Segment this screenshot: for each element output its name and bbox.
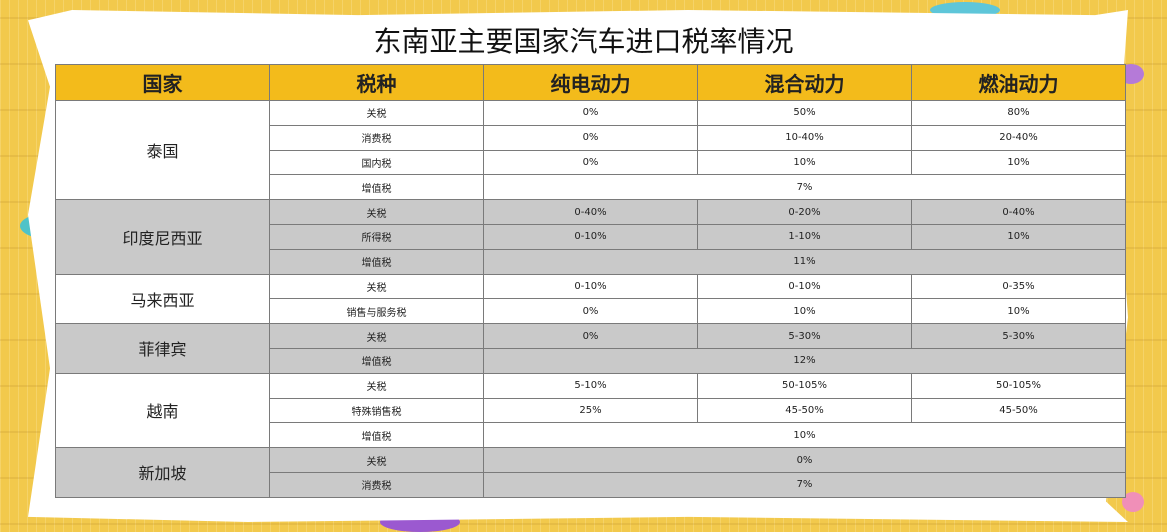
fuel-rate-cell: 45-50% — [911, 397, 1126, 424]
fuel-rate-cell: 10% — [911, 298, 1126, 325]
table-row: 消费税 0% 10-40% 20-40% — [56, 124, 1126, 151]
merged-rate-cell: 7% — [483, 174, 1126, 201]
fuel-rate-cell: 0-35% — [911, 273, 1126, 300]
header-country: 国家 — [55, 64, 270, 101]
hybrid-rate-cell: 1-10% — [697, 223, 912, 250]
merged-rate-cell: 11% — [483, 248, 1126, 275]
ev-rate-cell: 0-40% — [483, 199, 698, 225]
table-row: 越南 关税 5-10% 50-105% 50-105% — [55, 372, 1126, 449]
table-row: 印度尼西亚 关税 0-40% 0-20% 0-40% — [55, 199, 1126, 275]
header-tax-type: 税种 — [269, 64, 484, 101]
table-header-row: 国家 税种 纯电动力 混合动力 燃油动力 — [55, 64, 1126, 101]
header-ev: 纯电动力 — [483, 64, 698, 101]
fuel-rate-cell: 5-30% — [911, 323, 1126, 349]
hybrid-rate-cell: 0-10% — [697, 273, 912, 300]
country-cell: 马来西亚 — [55, 273, 270, 325]
country-cell: 菲律宾 — [55, 323, 270, 374]
table-row: 销售与服务税 0% 10% 10% — [56, 298, 1126, 325]
hybrid-rate-cell: 10-40% — [697, 124, 912, 151]
tax-type-cell: 关税 — [269, 100, 484, 126]
ev-rate-cell: 0% — [483, 149, 698, 176]
table-row: 增值税 7% — [56, 174, 1126, 201]
tax-type-cell: 增值税 — [269, 248, 484, 275]
tax-type-cell: 增值税 — [269, 347, 484, 374]
merged-rate-cell: 10% — [483, 422, 1126, 449]
tax-rate-table: 国家 税种 纯电动力 混合动力 燃油动力 泰国 关税 0% 50% 80% 消费… — [55, 64, 1126, 498]
table-row: 消费税 7% — [56, 471, 1126, 498]
tax-type-cell: 增值税 — [269, 422, 484, 449]
tax-type-cell: 关税 — [269, 447, 484, 473]
country-cell: 越南 — [55, 372, 270, 449]
fuel-rate-cell: 10% — [911, 223, 1126, 250]
country-cell: 泰国 — [55, 99, 270, 201]
tax-type-cell: 关税 — [269, 372, 484, 399]
ev-rate-cell: 0% — [483, 124, 698, 151]
country-cell: 新加坡 — [55, 447, 270, 498]
table-row: 菲律宾 关税 0% 5-30% 5-30% — [55, 323, 1126, 374]
hybrid-rate-cell: 50% — [697, 100, 912, 126]
merged-rate-cell: 7% — [483, 471, 1126, 498]
ev-rate-cell: 25% — [483, 397, 698, 424]
tax-type-cell: 消费税 — [269, 124, 484, 151]
table-body: 泰国 关税 0% 50% 80% 消费税 0% 10-40% 20-40% 国内… — [55, 99, 1126, 498]
fuel-rate-cell: 50-105% — [911, 372, 1126, 399]
hybrid-rate-cell: 10% — [697, 149, 912, 176]
header-fuel: 燃油动力 — [911, 64, 1126, 101]
ev-rate-cell: 0% — [483, 298, 698, 325]
ev-rate-cell: 0% — [483, 323, 698, 349]
ev-rate-cell: 0-10% — [483, 273, 698, 300]
hybrid-rate-cell: 10% — [697, 298, 912, 325]
pink-blob-decoration — [1122, 492, 1144, 512]
tax-type-cell: 消费税 — [269, 471, 484, 498]
hybrid-rate-cell: 50-105% — [697, 372, 912, 399]
ev-rate-cell: 0% — [483, 100, 698, 126]
tax-type-cell: 关税 — [269, 273, 484, 300]
fuel-rate-cell: 80% — [911, 100, 1126, 126]
table-row: 泰国 关税 0% 50% 80% — [55, 99, 1126, 201]
ev-rate-cell: 0-10% — [483, 223, 698, 250]
header-hybrid: 混合动力 — [697, 64, 912, 101]
fuel-rate-cell: 0-40% — [911, 199, 1126, 225]
country-cell: 印度尼西亚 — [55, 199, 270, 275]
tax-type-cell: 增值税 — [269, 174, 484, 201]
table-row: 新加坡 关税 0% — [55, 447, 1126, 498]
tax-type-cell: 所得税 — [269, 223, 484, 250]
table-row: 增值税 10% — [56, 422, 1126, 449]
table-row: 特殊销售税 25% 45-50% 45-50% — [56, 397, 1126, 424]
hybrid-rate-cell: 0-20% — [697, 199, 912, 225]
tax-type-cell: 销售与服务税 — [269, 298, 484, 325]
table-row: 马来西亚 关税 0-10% 0-10% 0-35% — [55, 273, 1126, 325]
tax-type-cell: 国内税 — [269, 149, 484, 176]
ev-rate-cell: 5-10% — [483, 372, 698, 399]
tax-type-cell: 关税 — [269, 199, 484, 225]
tax-type-cell: 关税 — [269, 323, 484, 349]
fuel-rate-cell: 20-40% — [911, 124, 1126, 151]
hybrid-rate-cell: 45-50% — [697, 397, 912, 424]
page-title: 东南亚主要国家汽车进口税率情况 — [373, 25, 794, 58]
tax-type-cell: 特殊销售税 — [269, 397, 484, 424]
merged-rate-cell: 12% — [483, 347, 1126, 374]
merged-rate-cell: 0% — [483, 447, 1126, 473]
fuel-rate-cell: 10% — [911, 149, 1126, 176]
hybrid-rate-cell: 5-30% — [697, 323, 912, 349]
table-row: 所得税 0-10% 1-10% 10% — [56, 223, 1126, 250]
